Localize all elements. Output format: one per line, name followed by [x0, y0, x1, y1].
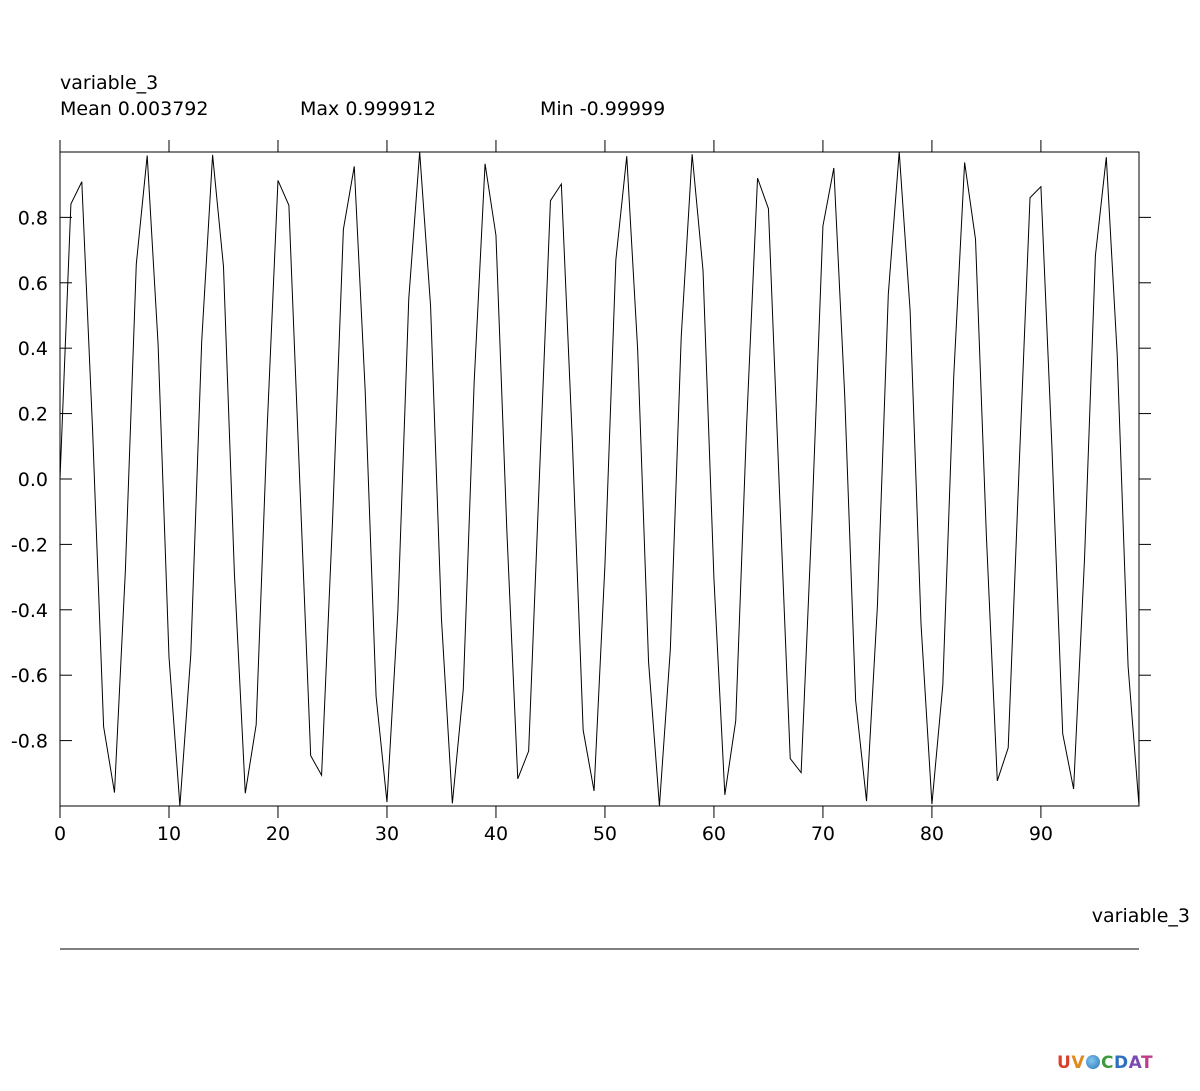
x-tick-label: 30 [375, 823, 399, 845]
y-tick-label: 0.8 [18, 207, 48, 229]
x-tick-label: 40 [484, 823, 508, 845]
x-axis-label: variable_3 [1092, 905, 1190, 927]
x-tick-label: 90 [1029, 823, 1053, 845]
y-tick-label: -0.8 [11, 731, 48, 753]
y-tick-label: -0.2 [11, 534, 48, 556]
y-tick-label: 0.0 [18, 469, 48, 491]
x-axis-ticks: 0 10 20 30 40 50 60 70 80 90 [54, 140, 1053, 845]
globe-icon [1085, 1055, 1100, 1069]
y-tick-label: 0.4 [18, 338, 48, 360]
y-tick-label: -0.4 [11, 600, 48, 622]
uvcdat-logo: UV CDAT [1057, 1053, 1154, 1073]
y-axis-ticks: -0.8 -0.6 -0.4 -0.2 0.0 0.2 0.4 0.6 0.8 [11, 207, 1151, 753]
mean-label: Mean 0.003792 [60, 98, 209, 120]
series-line [59, 151, 1140, 807]
min-label: Min -0.99999 [540, 98, 666, 120]
y-tick-label: 0.2 [18, 404, 48, 426]
y-tick-label: -0.6 [11, 665, 48, 687]
x-tick-label: 70 [811, 823, 835, 845]
x-tick-label: 0 [54, 823, 66, 845]
x-tick-label: 60 [702, 823, 726, 845]
x-tick-label: 20 [266, 823, 290, 845]
x-tick-label: 10 [157, 823, 181, 845]
max-label: Max 0.999912 [300, 98, 436, 120]
variable-name-label: variable_3 [60, 72, 159, 94]
x-tick-label: 80 [920, 823, 944, 845]
y-tick-label: 0.6 [18, 273, 48, 295]
x-tick-label: 50 [593, 823, 617, 845]
